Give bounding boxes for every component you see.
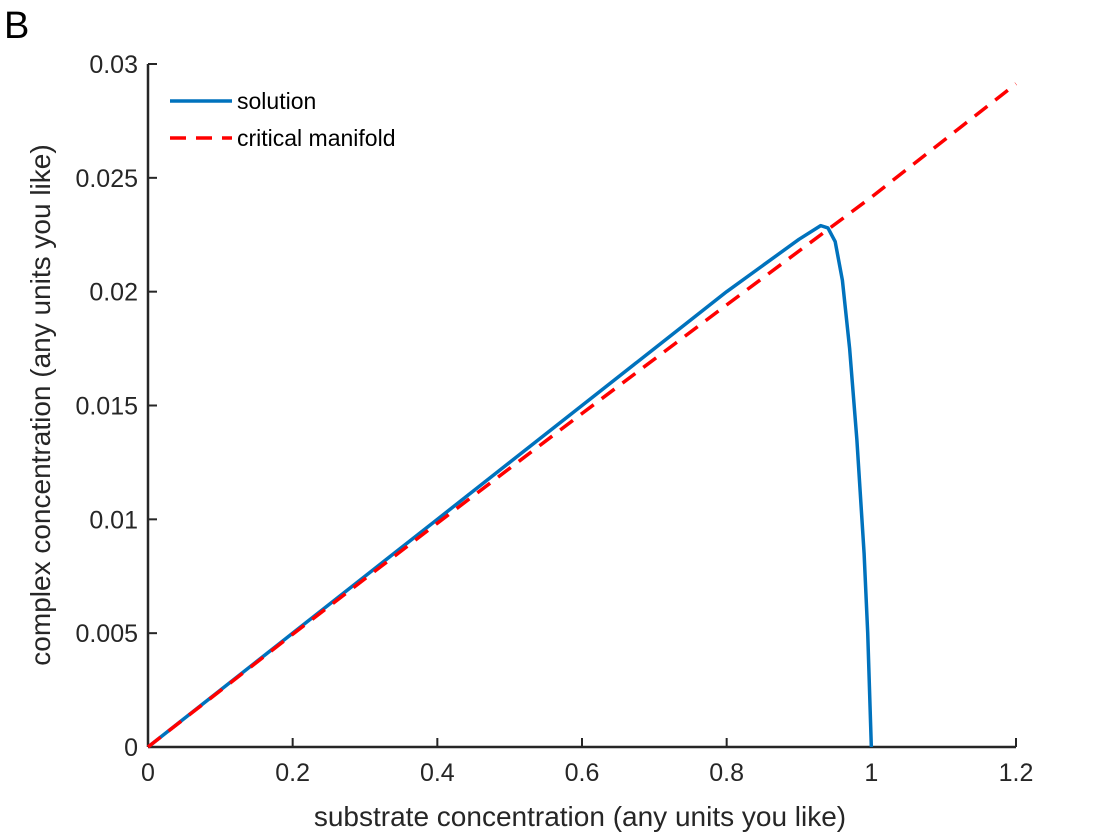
axes: 0 0.2 0.4 0.6 0.8 1 1.2 0 0.005 0.01 0.015 0.02 0.02… <box>75 51 1033 787</box>
legend-label: critical manifold <box>237 125 396 151</box>
x-tick-label: 0.8 <box>709 759 744 787</box>
x-tick-label: 0.6 <box>565 759 600 787</box>
series-line-solution <box>146 223 874 749</box>
x-tick-label: 1.2 <box>999 759 1034 787</box>
y-tick-label: 0.01 <box>89 506 138 534</box>
x-tick-label: 1 <box>864 759 878 787</box>
y-tick-label: 0.03 <box>89 51 138 79</box>
panel-label: B <box>4 5 29 47</box>
series-layer <box>146 82 1018 749</box>
y-tick-label: 0.025 <box>75 165 138 193</box>
y-tick-label: 0.005 <box>75 620 138 648</box>
y-axis-label: complex concentration (any units you lik… <box>25 144 56 665</box>
legend-label: solution <box>237 88 316 114</box>
x-tick-label: 0.2 <box>275 759 310 787</box>
y-tick-label: 0.015 <box>75 393 138 421</box>
y-tick-label: 0.02 <box>89 279 138 307</box>
x-tick-label: 0 <box>141 759 155 787</box>
legend: solution critical manifold <box>170 88 396 151</box>
y-tick-label: 0 <box>124 734 138 762</box>
x-axis-label: substrate concentration (any units you l… <box>314 801 846 832</box>
series-line-critical-manifold <box>146 82 1018 749</box>
x-tick-label: 0.4 <box>420 759 455 787</box>
